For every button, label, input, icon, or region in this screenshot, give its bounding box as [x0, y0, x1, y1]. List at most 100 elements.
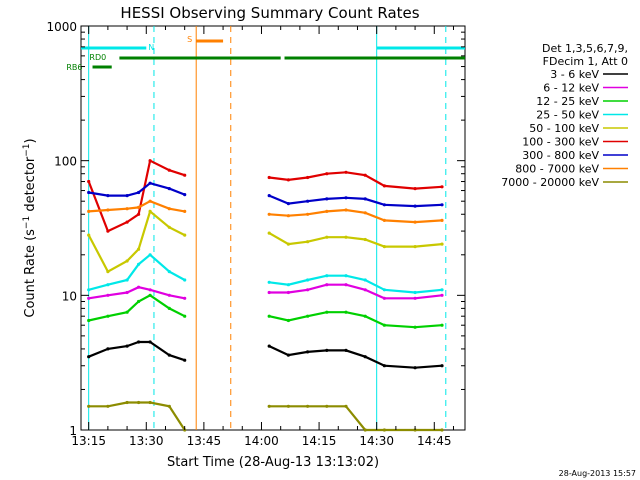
data-point — [125, 290, 129, 295]
data-point — [306, 314, 310, 318]
data-point — [267, 231, 271, 235]
y-tick-label: 10 — [62, 289, 77, 303]
legend-label: 300 - 800 keV — [522, 149, 599, 162]
data-point — [344, 170, 348, 174]
data-point — [148, 288, 152, 292]
data-point — [87, 190, 91, 195]
data-point — [363, 237, 367, 242]
x-tick-label: 14:30 — [359, 434, 394, 448]
y-label-part: Count Rate (s — [23, 229, 38, 318]
data-point — [137, 262, 141, 266]
data-point — [286, 353, 290, 357]
data-point — [125, 344, 129, 348]
data-point — [363, 355, 367, 359]
data-point — [413, 325, 417, 329]
data-point — [440, 428, 444, 432]
data-point — [286, 283, 290, 287]
legend-label: 25 - 50 keV — [536, 109, 599, 122]
legend: Det 1,3,5,6,7,9,FDecim 1, Att 03 - 6 keV… — [501, 42, 628, 189]
data-point — [267, 290, 271, 295]
data-point — [167, 168, 171, 172]
data-point — [363, 197, 367, 201]
data-point — [167, 270, 171, 274]
data-point — [167, 353, 171, 357]
series-line-12-25-kev — [88, 294, 443, 329]
data-point — [306, 199, 310, 203]
data-point — [125, 207, 129, 211]
legend-label: 12 - 25 keV — [536, 95, 599, 108]
y-tick-label: 1 — [69, 424, 77, 438]
data-point — [413, 366, 417, 370]
data-point — [125, 259, 129, 263]
legend-header: FDecim 1, Att 0 — [543, 55, 628, 68]
x-tick-label: 14:00 — [244, 434, 279, 448]
data-point — [440, 242, 444, 246]
data-point — [306, 404, 310, 408]
data-point — [106, 314, 110, 318]
y-axis-label-group: Count Rate (s−1 detector−1) — [22, 138, 38, 317]
data-point — [440, 364, 444, 368]
flag-label-rd0: RD0 — [89, 53, 106, 62]
data-point — [106, 283, 110, 287]
data-point — [440, 203, 444, 207]
y-label-part: ) — [23, 138, 38, 143]
data-point — [125, 220, 129, 224]
data-point — [183, 358, 187, 362]
y-label-sup: −1 — [22, 216, 32, 229]
y-label-part: detector — [23, 156, 38, 216]
data-point — [306, 212, 310, 216]
data-point — [440, 185, 444, 189]
legend-label: 50 - 100 keV — [529, 122, 599, 135]
x-tick-label: 14:45 — [417, 434, 452, 448]
data-point — [167, 404, 171, 408]
data-point — [148, 159, 152, 163]
data-point — [148, 400, 152, 405]
data-point — [267, 175, 271, 180]
data-point — [413, 245, 417, 249]
data-point — [344, 274, 348, 278]
data-point — [106, 270, 110, 274]
data-point — [413, 220, 417, 224]
data-point — [267, 344, 271, 348]
data-point — [344, 283, 348, 287]
data-point — [325, 310, 329, 314]
data-point — [148, 209, 152, 213]
data-point — [344, 196, 348, 200]
data-point — [137, 299, 141, 304]
data-point — [440, 288, 444, 292]
data-point — [382, 428, 386, 432]
data-point — [267, 404, 271, 408]
data-point — [148, 253, 152, 257]
series-line-6-12-kev — [88, 283, 443, 300]
data-point — [148, 199, 152, 203]
data-point — [325, 404, 329, 408]
data-point — [167, 293, 171, 297]
legend-label: 800 - 7000 keV — [515, 163, 599, 176]
data-point — [306, 175, 310, 180]
data-point — [382, 218, 386, 222]
data-point — [167, 306, 171, 310]
data-point — [325, 235, 329, 239]
series-group — [87, 159, 444, 432]
flag-label-rb6: RB6 — [66, 63, 82, 72]
y-axis-label: Count Rate (s−1 detector−1) — [22, 138, 38, 317]
y-tick-label: 100 — [54, 155, 77, 169]
data-point — [106, 293, 110, 297]
legend-header: Det 1,3,5,6,7,9, — [542, 42, 628, 55]
data-point — [183, 233, 187, 237]
data-point — [325, 209, 329, 213]
data-point — [106, 208, 110, 212]
data-point — [440, 218, 444, 222]
data-point — [125, 400, 129, 405]
data-point — [325, 348, 329, 352]
x-axis: 13:15 13:30 13:45 14:00 14:15 14:30 14:45 — [71, 26, 454, 448]
plot-frame — [80, 25, 466, 431]
data-point — [267, 212, 271, 216]
data-point — [344, 348, 348, 352]
data-point — [87, 209, 91, 213]
data-point — [125, 194, 129, 198]
data-point — [106, 404, 110, 408]
data-point — [363, 428, 367, 432]
data-point — [125, 278, 129, 282]
data-point — [87, 355, 91, 359]
